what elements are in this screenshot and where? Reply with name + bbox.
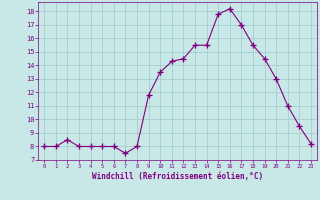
X-axis label: Windchill (Refroidissement éolien,°C): Windchill (Refroidissement éolien,°C) bbox=[92, 172, 263, 181]
